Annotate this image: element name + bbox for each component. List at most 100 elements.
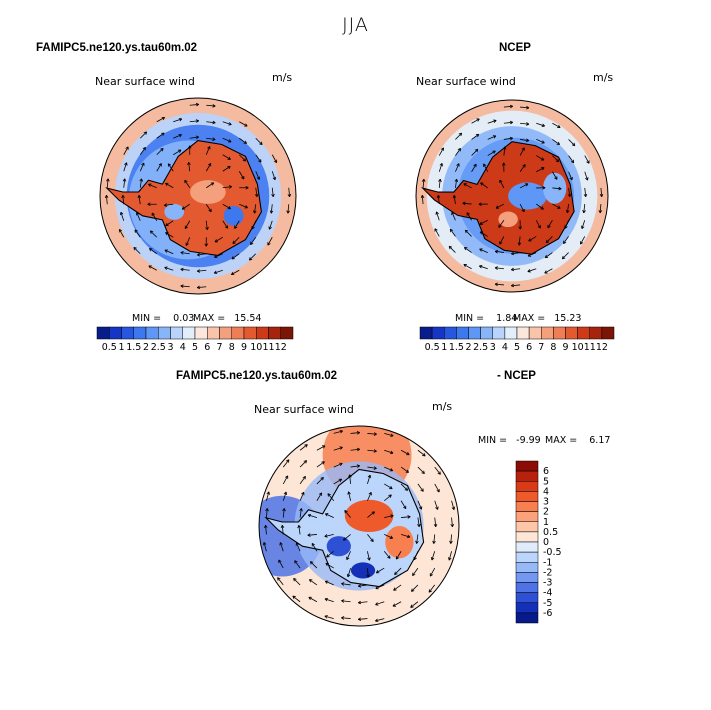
panel3-wind-arrow bbox=[400, 483, 408, 491]
panel3-wind-arrow bbox=[311, 543, 318, 552]
panel3-wind-arrow bbox=[266, 491, 270, 501]
panel1-wind-arrow bbox=[234, 220, 240, 229]
panel3-coastline bbox=[264, 468, 425, 588]
panel1-wind-arrow-head bbox=[287, 193, 292, 198]
panel3-wind-arrow-head bbox=[393, 587, 397, 591]
panel3-wind-arrow bbox=[293, 578, 301, 586]
panel1-wind-arrow bbox=[184, 220, 191, 229]
panel2-wind-arrow-head bbox=[478, 202, 482, 207]
panel3-wind-arrow bbox=[451, 517, 453, 527]
panel3-wind-arrow-head bbox=[348, 474, 352, 478]
panel1-wind-arrow-head bbox=[181, 206, 186, 210]
panel1-wind-arrow bbox=[255, 154, 262, 163]
panel3-wind-arrow-head bbox=[392, 603, 396, 607]
panel3-map-border bbox=[258, 425, 460, 627]
panel3-wind-arrow-head bbox=[437, 471, 441, 475]
panel3-wind-arrow bbox=[299, 476, 306, 485]
panel2-wind-arrow bbox=[535, 220, 541, 229]
panel3-colorbar-tick-label: -5 bbox=[543, 598, 552, 609]
panel2-wind-arrow-head bbox=[585, 177, 589, 181]
panel3-wind-arrow bbox=[384, 449, 394, 454]
panel3-wind-arrow-head bbox=[307, 533, 311, 537]
panel2-colorbar-tick-label: 2 bbox=[465, 342, 471, 353]
panel3-colorbar-box bbox=[515, 470, 539, 482]
panel1-colorbar-box bbox=[182, 326, 196, 340]
panel3-wind-arrow-head bbox=[406, 534, 411, 539]
panel2-wind-arrow-head bbox=[557, 205, 561, 209]
panel3-field-patch bbox=[385, 526, 414, 559]
panel1-wind-arrow bbox=[156, 163, 162, 172]
panel3-wind-arrow-head bbox=[428, 589, 432, 593]
panel1-wind-arrow bbox=[156, 148, 164, 156]
panel2-wind-arrow bbox=[495, 250, 504, 253]
panel3-units: m/s bbox=[432, 400, 453, 413]
panel2-wind-arrow bbox=[462, 202, 472, 205]
panel3-wind-arrow-head bbox=[311, 542, 315, 547]
panel3-case-title-b: - NCEP bbox=[497, 370, 536, 382]
panel2-wind-arrow-head bbox=[583, 193, 588, 197]
panel2-wind-arrow-head bbox=[480, 182, 484, 186]
panel1-wind-arrow-head bbox=[149, 248, 153, 252]
panel1-wind-arrow-head bbox=[251, 226, 255, 230]
panel2-wind-arrow bbox=[528, 236, 537, 242]
panel1-wind-arrow bbox=[164, 203, 174, 206]
panel3-wind-arrow-head bbox=[389, 468, 394, 472]
panel2-wind-arrow bbox=[471, 163, 477, 172]
panel1-wind-arrow bbox=[197, 253, 207, 256]
panel1-wind-arrow bbox=[239, 203, 248, 209]
panel1-field-patch bbox=[190, 180, 226, 204]
panel3-wind-arrow bbox=[343, 534, 351, 541]
panel3-wind-arrow bbox=[344, 510, 351, 518]
panel2-wind-arrow-head bbox=[598, 210, 603, 214]
panel3-colorbar-tick-label: 6 bbox=[543, 466, 549, 477]
panel3-wind-arrow-head bbox=[420, 488, 424, 492]
panel3-wind-arrow-head bbox=[339, 462, 343, 467]
panel2-wind-arrow-head bbox=[456, 163, 460, 167]
panel2-wind-arrow-head bbox=[586, 160, 590, 164]
panel1-colorbar-tick-label: 10 bbox=[250, 342, 262, 353]
panel2-wind-arrow-head bbox=[525, 138, 530, 143]
panel1-wind-arrow-head bbox=[121, 195, 125, 199]
panel1-wind-arrow bbox=[222, 220, 229, 229]
panel2-wind-arrow-head bbox=[452, 195, 457, 199]
panel3-wind-arrow bbox=[333, 478, 342, 485]
panel3-wind-arrow bbox=[434, 483, 440, 493]
panel1-wind-arrow-head bbox=[187, 145, 192, 149]
panel2-wind-arrow-head bbox=[499, 241, 503, 245]
panel2-wind-arrow-head bbox=[436, 195, 441, 199]
panel2-wind-arrow bbox=[455, 148, 461, 156]
panel2-wind-arrow bbox=[480, 182, 488, 189]
panel3-wind-arrow-head bbox=[294, 560, 298, 564]
panel1-wind-arrow bbox=[222, 137, 232, 143]
panel1-wind-arrow-head bbox=[224, 225, 229, 229]
panel2-wind-arrow-head bbox=[556, 141, 561, 145]
panel3-wind-arrow-head bbox=[373, 432, 377, 436]
panel2-wind-arrow-head bbox=[434, 228, 438, 232]
panel2-colorbar-tick-label: 8 bbox=[550, 342, 556, 353]
panel3-wind-arrow bbox=[376, 567, 385, 574]
panel3-wind-arrow-head bbox=[325, 562, 329, 567]
panel1-wind-arrow bbox=[254, 204, 257, 214]
panel1-wind-arrow bbox=[167, 163, 174, 172]
panel2-wind-arrow-head bbox=[494, 266, 499, 270]
panel2-wind-arrow bbox=[568, 139, 576, 146]
panel3-wind-arrow-head bbox=[344, 510, 348, 514]
panel2-wind-arrow bbox=[584, 187, 587, 197]
panel3-wind-arrow-head bbox=[390, 433, 394, 437]
panel3-wind-arrow-head bbox=[368, 491, 372, 496]
panel2-wind-arrow-head bbox=[555, 158, 560, 163]
panel3-wind-arrow-head bbox=[371, 511, 375, 515]
panel1-colorbar-box bbox=[219, 326, 232, 340]
panel2-wind-arrow bbox=[519, 164, 526, 172]
panel2-wind-arrow bbox=[568, 155, 575, 164]
panel2-wind-arrow bbox=[471, 118, 480, 124]
panel3-wind-arrow bbox=[263, 542, 267, 552]
panel1-wind-arrow-head bbox=[149, 230, 154, 234]
panel2-wind-arrow-head bbox=[511, 267, 515, 272]
panel1-wind-arrow bbox=[189, 136, 199, 139]
panel2-wind-arrow-head bbox=[526, 105, 530, 110]
panel3-wind-arrow bbox=[375, 584, 385, 589]
panel3-wind-arrow-head bbox=[324, 615, 328, 619]
panel1-wind-arrow-head bbox=[213, 270, 218, 275]
